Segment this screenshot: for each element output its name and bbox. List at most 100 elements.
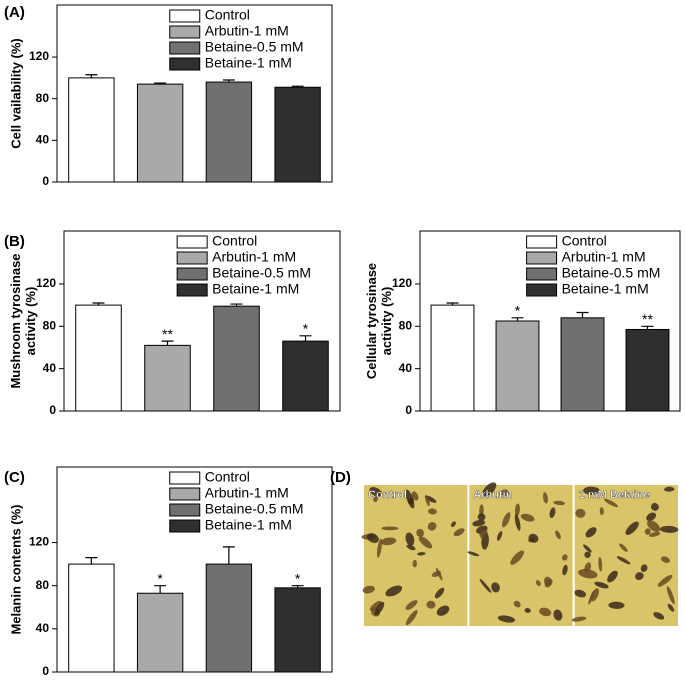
cell	[376, 538, 383, 558]
cell	[480, 529, 488, 536]
cell	[659, 525, 679, 533]
legend-label: Betaine-0.5 mM	[205, 39, 304, 55]
cell	[664, 486, 675, 492]
significance-label: *	[303, 321, 309, 337]
legend-label: Arbutin-1 mM	[212, 249, 296, 265]
error-bar	[154, 82, 167, 85]
plot-frame	[419, 230, 681, 412]
cell	[635, 572, 644, 581]
cell	[411, 491, 419, 501]
cell	[502, 512, 511, 528]
y-tick-label: 80	[36, 91, 50, 105]
cell	[599, 507, 604, 516]
panel-label: (B)	[4, 233, 25, 250]
error-bar	[230, 303, 243, 307]
cell	[553, 609, 563, 621]
y-tick-label: 0	[405, 403, 412, 417]
cell	[491, 582, 500, 593]
panel-label: (D)	[330, 469, 351, 486]
significance-label: **	[162, 326, 173, 342]
y-tick-label: 120	[29, 535, 49, 549]
cell	[451, 521, 456, 527]
legend-label: Betaine-1 mM	[205, 517, 292, 533]
cell	[406, 544, 416, 551]
cell	[482, 482, 497, 497]
significance-label: *	[157, 570, 163, 586]
y-tick-label: 40	[43, 361, 57, 375]
cell	[561, 554, 568, 561]
image-label: Arbutin	[473, 489, 512, 501]
cell	[428, 508, 437, 515]
cell	[381, 526, 399, 531]
bar	[205, 563, 253, 673]
legend-swatch	[176, 283, 208, 297]
y-tick-label: 0	[42, 174, 49, 188]
cell	[369, 487, 383, 497]
cell	[604, 498, 618, 508]
cell	[520, 513, 535, 522]
plot-frame	[56, 4, 333, 183]
y-tick-label: 120	[392, 276, 412, 290]
legend-swatch	[176, 267, 208, 281]
cell	[555, 530, 561, 540]
significance-label: **	[642, 311, 653, 327]
cell	[594, 581, 609, 589]
cell	[649, 531, 661, 537]
cell	[418, 536, 433, 549]
cell	[436, 605, 450, 616]
cell	[644, 528, 651, 535]
bar	[68, 77, 115, 183]
cell	[543, 576, 552, 586]
bar	[136, 592, 184, 673]
cell	[497, 615, 515, 623]
plot-frame	[63, 230, 341, 412]
cell	[427, 522, 437, 531]
legend-label: Arbutin-1 mM	[562, 249, 646, 265]
significance-label: *	[295, 570, 301, 586]
cell	[535, 580, 541, 586]
bar	[68, 563, 115, 673]
bar	[205, 81, 253, 183]
cell	[653, 612, 665, 620]
error-bar	[85, 74, 98, 78]
legend-label: Arbutin-1 mM	[205, 23, 289, 39]
y-axis-label: Melanin contents (%)	[8, 504, 23, 634]
cell	[574, 589, 587, 598]
cell	[426, 600, 436, 609]
cell	[405, 489, 415, 509]
y-axis-label: Cell vailability (%)	[8, 38, 23, 149]
legend-label: Betaine-0.5 mM	[205, 501, 304, 517]
bar	[430, 304, 475, 412]
cell	[513, 600, 521, 608]
cell	[585, 527, 597, 538]
cell	[434, 587, 445, 599]
y-tick-label: 40	[36, 621, 50, 635]
bar	[560, 317, 605, 412]
legend-label: Control	[212, 233, 257, 249]
cell	[543, 492, 549, 504]
plot-frame	[56, 466, 333, 673]
panel-label: (A)	[4, 4, 25, 21]
legend-swatch	[169, 25, 201, 39]
cell	[607, 570, 618, 583]
y-tick-label: 0	[49, 403, 56, 417]
cell	[640, 564, 648, 572]
y-axis-label: Cellular tyrosinase	[364, 263, 379, 379]
bar	[495, 320, 540, 412]
legend-swatch	[526, 283, 558, 297]
cell	[660, 556, 670, 563]
error-bar	[161, 340, 174, 346]
legend-swatch	[169, 471, 201, 485]
cell	[479, 578, 492, 593]
cell	[583, 486, 600, 495]
cell	[501, 489, 509, 497]
cell	[584, 551, 591, 559]
legend-label: Control	[205, 7, 250, 23]
bar	[136, 83, 184, 183]
legend-label: Betaine-0.5 mM	[562, 265, 661, 281]
image-label: 1 mM Betaine	[579, 489, 650, 501]
cell	[514, 503, 520, 517]
legend-swatch	[169, 57, 201, 71]
cell	[575, 508, 586, 518]
error-bar	[641, 325, 654, 330]
